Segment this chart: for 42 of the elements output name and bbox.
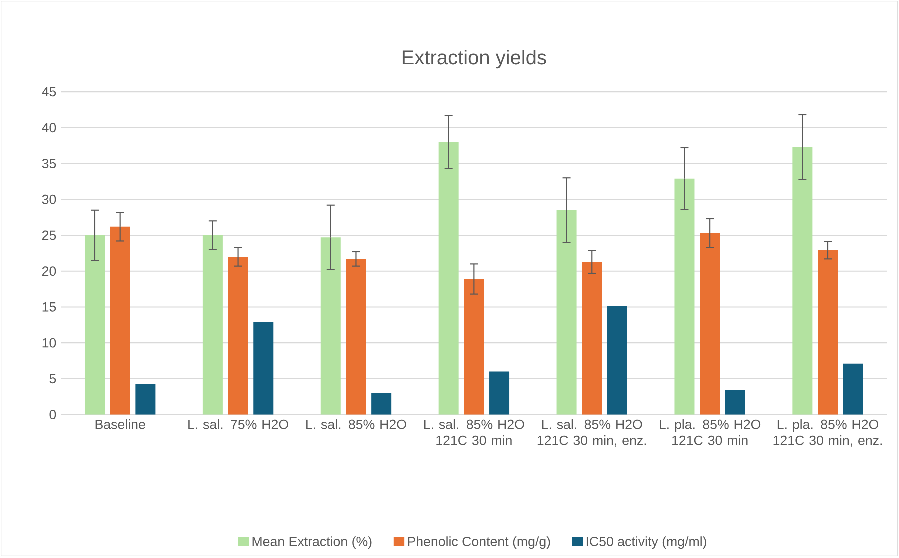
bar bbox=[674, 179, 695, 416]
y-tick-label: 5 bbox=[50, 374, 56, 384]
x-tick-label: L. sal. 75% H2O bbox=[188, 420, 288, 430]
bar bbox=[556, 210, 577, 416]
bar bbox=[372, 394, 392, 416]
bar bbox=[202, 236, 223, 416]
bar bbox=[582, 262, 602, 416]
legend-label: Mean Extraction (%) bbox=[252, 536, 372, 550]
bar bbox=[320, 238, 341, 416]
x-tick-label: L. sal. 85% H2O bbox=[306, 420, 406, 430]
bar bbox=[254, 322, 274, 416]
bar bbox=[607, 306, 628, 416]
bar bbox=[792, 148, 813, 416]
bar bbox=[110, 227, 130, 416]
bar bbox=[490, 372, 510, 416]
y-tick-label: 25 bbox=[42, 231, 56, 240]
x-tick-label: Baseline bbox=[96, 420, 146, 430]
bar bbox=[84, 236, 105, 416]
legend-label: IC50 activity (mg/ml) bbox=[586, 536, 706, 550]
bar bbox=[346, 259, 366, 416]
y-tick-label: 40 bbox=[42, 123, 56, 133]
bar bbox=[700, 234, 720, 416]
y-tick-label: 30 bbox=[42, 195, 56, 205]
bar bbox=[438, 142, 459, 416]
y-tick-label: 0 bbox=[50, 410, 56, 420]
bar bbox=[464, 279, 484, 416]
chart-title: Extraction yields bbox=[402, 50, 546, 69]
bar bbox=[725, 390, 746, 416]
legend-label: Phenolic Content (mg/g) bbox=[408, 536, 550, 550]
bar bbox=[228, 257, 248, 416]
bar bbox=[136, 384, 156, 416]
y-tick-label: 35 bbox=[42, 159, 56, 169]
y-tick-label: 15 bbox=[42, 302, 56, 312]
x-tick-label: L. pla. 85% H2O 121C 30 min, enz. bbox=[774, 420, 882, 448]
bar bbox=[843, 364, 864, 416]
y-tick-label: 45 bbox=[42, 88, 56, 97]
x-tick-label: L. pla. 85% H2O 121C 30 min bbox=[660, 420, 761, 446]
y-tick-label: 20 bbox=[42, 266, 56, 276]
y-tick-label: 10 bbox=[42, 338, 56, 348]
x-tick-label: L. sal. 85% H2O 121C 30 min bbox=[424, 420, 524, 446]
bar bbox=[818, 250, 838, 416]
x-tick-label: L. sal. 85% H2O 121C 30 min, enz. bbox=[538, 420, 646, 448]
